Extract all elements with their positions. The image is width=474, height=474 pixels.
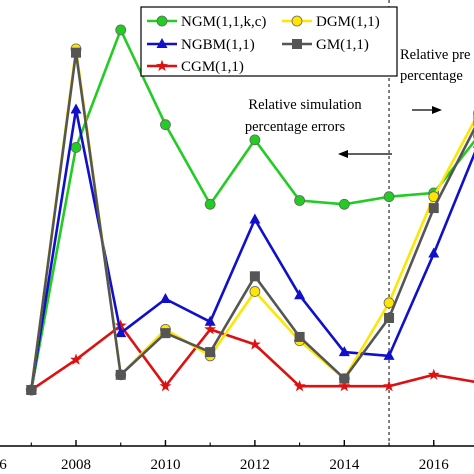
annotation-arrowhead [432, 106, 442, 114]
data-point [159, 380, 172, 392]
series-gm-1-1 [26, 47, 474, 395]
legend-entry-dgm-1-1: DGM(1,1) [282, 14, 380, 30]
data-point [204, 198, 216, 210]
legend-marker [156, 38, 168, 48]
legend-label: NGBM(1,1) [181, 37, 255, 53]
data-point [70, 142, 82, 153]
data-point [339, 373, 350, 384]
annotation-text: Relative simulation [248, 97, 362, 113]
data-point [384, 312, 395, 323]
annotation-text: percentage errors [245, 119, 346, 135]
legend-label: NGM(1,1,k,c) [181, 14, 266, 30]
data-point [26, 385, 37, 395]
annotation-text: Relative pre [400, 47, 470, 63]
legend-marker [156, 15, 168, 27]
annotation-arrowhead [338, 150, 348, 158]
data-point [159, 293, 171, 304]
data-point [204, 323, 217, 335]
axes: 6 2008 2010 2012 2014 2016 [0, 440, 474, 473]
data-point [248, 338, 261, 350]
data-point [338, 198, 350, 210]
annotation-layer: Relative simulation percentage errors Rela… [245, 47, 470, 158]
data-point [114, 319, 127, 331]
data-point [428, 203, 439, 214]
data-point [428, 247, 440, 258]
legend-label: GM(1,1) [316, 37, 369, 53]
data-point [294, 195, 306, 206]
x-tick-label: 6 [0, 457, 7, 473]
data-point [249, 271, 260, 282]
data-point [383, 349, 395, 360]
data-point [160, 328, 171, 339]
legend-marker [156, 59, 168, 72]
x-tick-label: 2014 [329, 457, 360, 473]
x-tick-label: 2016 [419, 457, 450, 473]
legend-label: DGM(1,1) [316, 14, 380, 30]
x-tick-label: 2008 [61, 457, 91, 473]
data-point [70, 103, 82, 114]
legend-entry-ngm-1-1-k-c: NGM(1,1,k,c) [147, 14, 266, 30]
legend: NGM(1,1,k,c) DGM(1,1) NGBM(1,1) GM(1,1) CGM(… [140, 6, 398, 77]
data-point [160, 119, 171, 131]
legend-entry-gm-1-1: GM(1,1) [282, 37, 369, 53]
data-point [338, 346, 350, 357]
legend-marker [292, 39, 302, 49]
data-point [115, 369, 126, 380]
data-point [249, 286, 261, 297]
data-point [338, 380, 351, 392]
annotation-text: percentage [400, 68, 463, 84]
series-layer [25, 24, 474, 396]
legend-entry-cgm-1-1: CGM(1,1) [147, 59, 244, 75]
data-point [294, 331, 305, 342]
data-point [115, 24, 127, 36]
legend-marker [291, 15, 303, 27]
data-point [383, 191, 395, 203]
data-point [383, 380, 395, 392]
data-point [204, 315, 216, 326]
legend-entry-ngbm-1-1: NGBM(1,1) [147, 37, 255, 53]
data-point [294, 289, 306, 300]
data-point [249, 134, 261, 146]
legend-label: CGM(1,1) [181, 59, 244, 75]
data-point [71, 47, 82, 58]
data-point [70, 353, 82, 365]
data-point [249, 213, 261, 224]
data-point [205, 347, 216, 358]
x-tick-label: 2012 [240, 457, 270, 473]
data-point [427, 368, 440, 380]
x-tick-label: 2010 [150, 457, 180, 473]
data-point [293, 380, 306, 392]
legend-box [140, 6, 398, 77]
data-point [115, 327, 127, 338]
